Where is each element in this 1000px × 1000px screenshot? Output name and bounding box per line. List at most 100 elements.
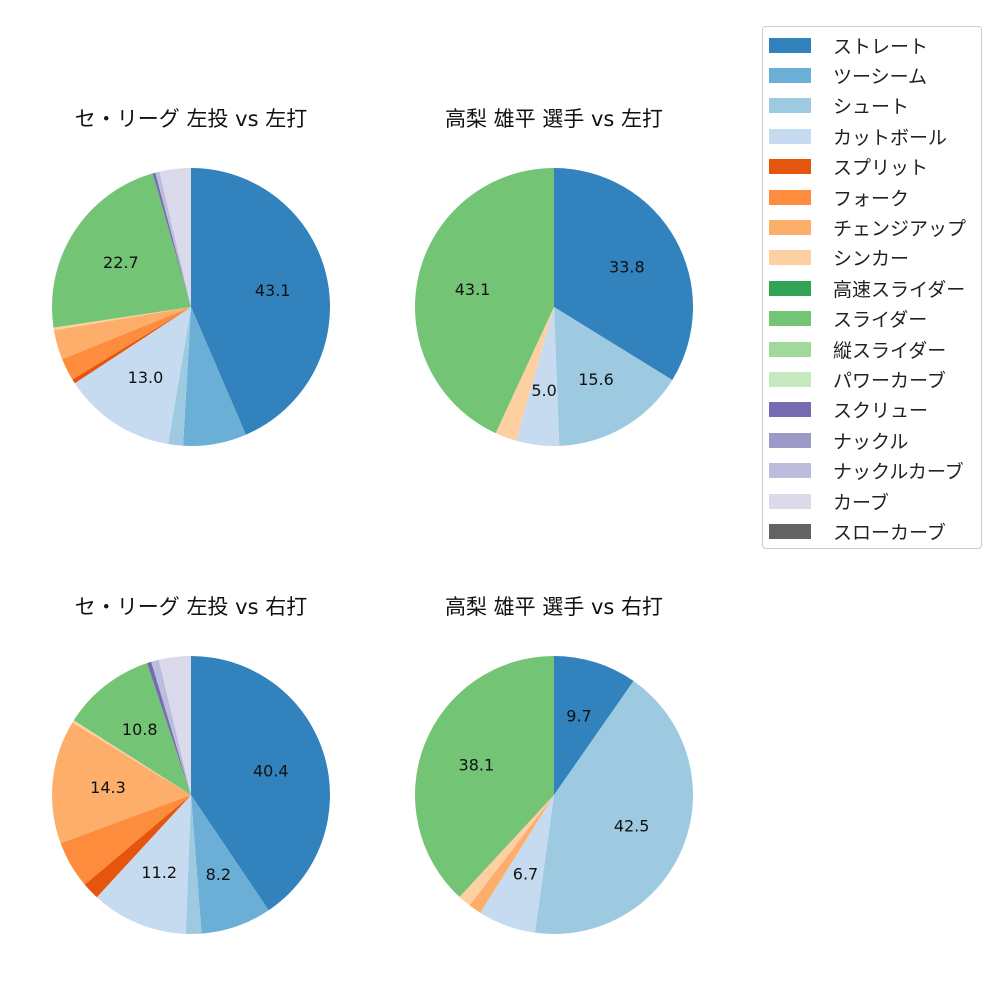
pie-slice [415,168,554,434]
pie-slice [534,681,693,935]
legend-swatch [769,128,811,144]
legend-swatch [769,432,811,448]
pie-slice [495,307,554,441]
pie-slice [415,656,554,897]
pie-slice [168,307,191,446]
legend-label: フォーク [833,187,910,210]
pie-slice [84,795,191,898]
pie-slice [191,168,331,435]
pie-slice [53,307,191,331]
slice-value-label: 38.1 [459,756,495,775]
legend-item: カーブ [769,489,889,514]
pie-slice [158,656,191,795]
legend-item: 縦スライダー [769,337,947,362]
slice-value-label: 5.0 [531,381,556,400]
pie-slice [51,722,191,844]
legend-swatch [769,523,811,539]
legend-item: スローカーブ [769,519,946,544]
pie-chart-2: 高梨 雄平 選手 vs 左打 33.8 15.6 5.0 43.1 [415,107,693,447]
pie-slice [191,656,331,911]
slice-value-label: 22.7 [103,253,139,272]
legend-label: シュート [833,96,910,119]
legend-swatch [769,98,811,114]
legend-label: スプリット [833,157,929,180]
slice-value-label: 11.2 [141,863,177,882]
pie-slice [73,663,191,795]
pie-chart-3: セ・リーグ 左投 vs 右打 40.4 8.2 11.2 14.3 10.8 [51,595,331,935]
slice-value-label: 33.8 [609,257,645,276]
legend-label: 縦スライダー [833,339,947,362]
legend-label: パワーカーブ [833,369,946,392]
legend-item: ナックル [769,428,908,453]
legend-label: カットボール [833,126,948,149]
pie-slice [53,307,192,360]
legend-item: 高速スライダー [769,276,966,301]
legend-label: ツーシーム [833,65,928,88]
legend-label: ストレート [833,35,929,58]
legend-item: スプリット [769,155,928,179]
legend-item: カットボール [769,124,948,149]
legend-item: チェンジアップ [769,215,966,240]
slice-value-label: 40.4 [253,762,289,781]
pie-slice [152,172,191,307]
legend-swatch [769,219,811,235]
legend-label: シンカー [833,248,910,271]
slice-value-label: 42.5 [614,816,650,835]
pie-slice [516,307,560,447]
legend-label: スライダー [833,309,928,332]
slice-value-label: 10.8 [122,720,158,739]
legend-item: パワーカーブ [769,367,946,392]
legend-item: スライダー [769,307,927,331]
slice-value-label: 9.7 [566,706,591,725]
pie-slice [155,171,191,307]
chart-title: 高梨 雄平 選手 vs 左打 [445,107,663,131]
legend-item: シンカー [769,246,909,270]
pie-slice [151,659,191,795]
legend-swatch [769,493,811,509]
legend-swatch [769,311,811,327]
legend-swatch [769,189,811,205]
slice-value-label: 15.6 [578,370,614,389]
pie-slice [72,307,191,384]
pie-slice [62,307,191,380]
pie-slice [159,168,191,307]
pie-slice [554,307,673,446]
legend-swatch [769,402,811,418]
legend-label: スローカーブ [833,521,946,544]
pie-slice [554,656,634,795]
legend-swatch [769,159,811,175]
legend-item: スクリュー [769,398,928,422]
pie-slice [72,720,191,795]
legend-swatch [769,463,811,479]
slice-value-label: 43.1 [255,281,291,300]
chart-title: セ・リーグ 左投 vs 右打 [75,595,307,619]
legend-swatch [769,37,811,53]
pie-chart-1: セ・リーグ 左投 vs 左打 43.1 13.0 22.7 [52,107,331,447]
legend-swatch [769,371,811,387]
legend-swatch [769,250,811,266]
pie-slice [74,307,191,445]
pie-slice [554,168,693,380]
slice-value-label: 8.2 [206,865,231,884]
legend-label: ナックルカーブ [833,461,964,484]
legend-label: スクリュー [833,400,929,423]
legend-swatch [769,341,811,357]
pie-chart-4: 高梨 雄平 選手 vs 右打 9.7 42.5 6.7 38.1 [415,595,693,935]
pie-slice [52,173,191,328]
legend-label: カーブ [833,491,889,514]
slice-value-label: 43.1 [455,280,491,299]
slice-value-label: 14.3 [90,778,126,797]
legend-item: ナックルカーブ [769,459,964,483]
pie-slice [185,795,202,935]
legend-item: フォーク [769,185,910,210]
legend-swatch [769,67,811,83]
legend-item: シュート [769,94,909,118]
legend-swatch [769,280,811,296]
slice-value-label: 6.7 [513,864,538,883]
chart-title: セ・リーグ 左投 vs 左打 [75,107,307,131]
slice-value-label: 13.0 [128,368,164,387]
legend-label: 高速スライダー [833,278,966,301]
chart-title: 高梨 雄平 選手 vs 右打 [445,595,663,619]
pie-slice [480,795,554,933]
